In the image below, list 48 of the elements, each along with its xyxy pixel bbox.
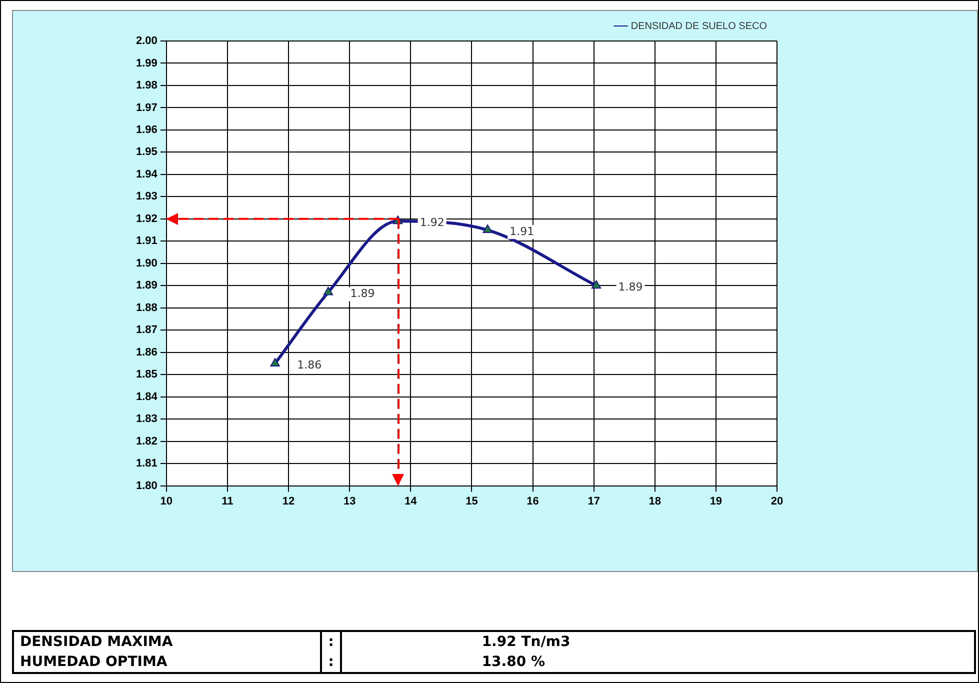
y-tick-label: 1.89 (136, 280, 158, 292)
text: HUMEDAD OPTIMA (13, 652, 322, 673)
y-tick-label: 1.83 (136, 413, 158, 426)
x-tick-label: 11 (222, 495, 234, 508)
x-tick-label: 13 (343, 495, 356, 508)
point (482, 224, 492, 234)
text: : (321, 652, 341, 673)
x-tick-label: 14 (404, 495, 418, 508)
y-tick-label: 1.81 (136, 458, 158, 470)
x-tick-label: 12 (282, 495, 295, 508)
data-label: 1.91 (510, 224, 534, 238)
y-tick-label: 1.80 (136, 480, 158, 492)
y-tick-label: 1.99 (136, 57, 158, 70)
data-label: 1.89 (618, 280, 643, 294)
point (270, 358, 280, 366)
y-tick-label: 1.91 (136, 235, 158, 248)
y-tick-label: 1.86 (136, 346, 158, 358)
y-tick-label: 1.92 (136, 212, 158, 225)
y-tick-label: 1.84 (136, 390, 158, 403)
text: : (321, 631, 341, 652)
point (591, 280, 602, 289)
y-tick-label: 1.88 (136, 302, 158, 314)
x-tick-label: 10 (160, 495, 173, 508)
y-tick-label: 1.96 (136, 124, 158, 136)
x-tick-label: 16 (526, 495, 539, 508)
data-label: 1.92 (420, 216, 444, 230)
y-tick-label: 1.95 (136, 146, 158, 158)
y-tick-label: 1.82 (136, 435, 158, 448)
y-tick-label: 2.00 (136, 35, 158, 48)
y-tick-label: 1.87 (136, 324, 158, 336)
x-tick-label: 19 (710, 495, 722, 508)
x-tick-label: 17 (588, 495, 600, 508)
data-label: 1.86 (297, 358, 322, 372)
legend-label: DENSIDAD DE SUELO SECO (630, 20, 768, 32)
y-tick-label: 1.93 (136, 190, 158, 203)
text: 13.80 % (340, 652, 975, 673)
y-tick-label: 1.94 (136, 168, 158, 180)
point (323, 286, 334, 296)
x-tick-label: 18 (648, 495, 662, 508)
data-label: 1.89 (350, 287, 375, 300)
text: 1.92 Tn/m3 (340, 631, 975, 652)
y-tick-label: 1.90 (136, 257, 158, 270)
x-tick-label: 20 (770, 495, 784, 508)
y-tick-label: 1.98 (136, 80, 158, 92)
y-tick-label: 1.85 (136, 368, 158, 381)
y-tick-label: 1.97 (136, 102, 158, 114)
text: DENSIDAD MAXIMA (13, 631, 322, 652)
x-tick-label: 15 (466, 495, 478, 508)
